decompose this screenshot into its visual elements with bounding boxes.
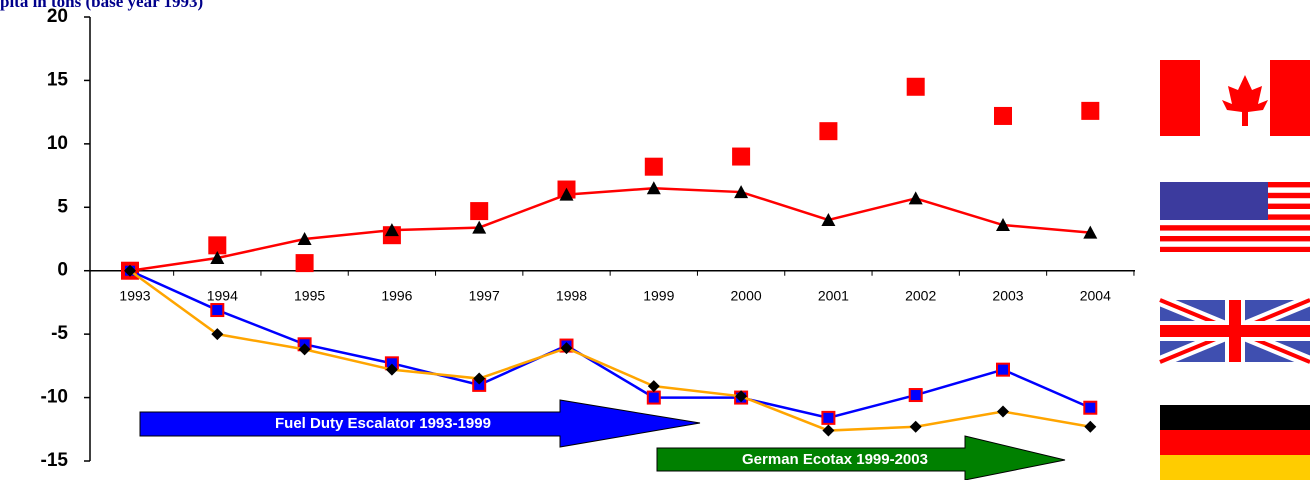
point	[1083, 225, 1098, 239]
point	[298, 343, 311, 356]
point	[994, 106, 1012, 125]
x-tick-label: 2002	[905, 287, 936, 303]
point	[735, 390, 748, 403]
point	[821, 212, 836, 226]
point	[210, 303, 225, 318]
point	[1083, 400, 1098, 415]
point	[295, 254, 314, 273]
point	[906, 77, 925, 96]
series-line	[129, 269, 1091, 432]
point	[208, 236, 227, 255]
point	[646, 181, 661, 195]
point	[470, 202, 489, 221]
y-tick-label: -15	[41, 450, 69, 471]
point	[822, 424, 835, 437]
x-tick-label: 1994	[207, 287, 238, 303]
x-tick-label: 1999	[643, 287, 674, 303]
chart-title: pita in tons (base year 1993)	[0, 0, 203, 11]
point	[908, 388, 923, 403]
annotation-arrows: Fuel Duty Escalator 1993-1999 German Eco…	[139, 399, 1066, 480]
point	[211, 328, 224, 341]
point	[909, 420, 922, 433]
point	[210, 251, 225, 265]
point	[560, 342, 573, 355]
arrow-fuel-duty	[139, 399, 701, 448]
x-tick-label: 1996	[381, 287, 412, 303]
point	[1084, 420, 1097, 433]
point	[646, 390, 661, 405]
annotation: Fuel Duty Escalator 1993-1999	[275, 415, 491, 432]
series-line	[129, 269, 1091, 420]
point	[385, 363, 398, 376]
series-line	[129, 187, 1091, 272]
flag-uk	[1157, 294, 1310, 368]
annotation: German Ecotax 1999-2003	[742, 451, 928, 468]
point	[644, 157, 663, 176]
y-tick-label: 20	[47, 6, 68, 27]
point	[473, 372, 486, 385]
flag-canada	[1160, 60, 1310, 136]
y-tick-label: 10	[47, 133, 68, 154]
y-tick-label: 0	[57, 260, 68, 281]
y-tick-label: 5	[57, 196, 68, 217]
point	[819, 122, 838, 141]
x-tick-label: 2000	[731, 287, 762, 303]
x-tick-label: 1993	[119, 287, 150, 303]
flag-germany	[1160, 405, 1310, 480]
x-tick-label: 1995	[294, 287, 325, 303]
x-tick-label: 1997	[469, 287, 500, 303]
flag-usa	[1160, 182, 1310, 252]
arrow-ecotax	[656, 435, 1066, 480]
x-tick-label: 1998	[556, 287, 587, 303]
x-tick-label: 2003	[992, 287, 1023, 303]
y-tick-label: -10	[41, 387, 68, 408]
point	[384, 223, 399, 237]
point	[996, 218, 1010, 232]
point	[732, 147, 751, 166]
point	[821, 410, 836, 425]
point	[297, 232, 312, 245]
point	[997, 405, 1009, 418]
flags	[1157, 60, 1310, 480]
x-tick-label: 2001	[818, 287, 849, 303]
point	[734, 185, 749, 199]
y-tick-label: -5	[51, 323, 68, 344]
point	[647, 380, 660, 393]
x-tick-label: 2004	[1080, 287, 1111, 303]
point	[472, 220, 487, 234]
point	[124, 264, 136, 277]
point	[908, 191, 923, 205]
point	[1081, 101, 1100, 120]
y-tick-label: 15	[47, 69, 69, 90]
point	[996, 362, 1010, 377]
point	[559, 187, 574, 201]
